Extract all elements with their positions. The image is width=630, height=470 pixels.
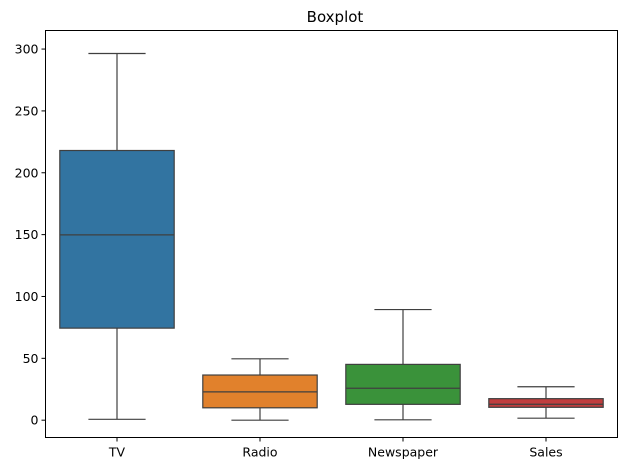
plot-area: TV Radio Newspaper Sales 0 50 100 150 200 250 300 (15, 30, 618, 460)
iqr-box (59, 149, 175, 329)
y-tick-label: 200 (15, 165, 39, 180)
chart-title: Boxplot (307, 8, 364, 26)
y-tick-label: 50 (23, 351, 39, 366)
y-tick-label: 100 (15, 289, 39, 304)
x-tick-label: Radio (242, 445, 277, 460)
box-radio (202, 358, 318, 421)
y-tick-label: 0 (31, 413, 39, 428)
x-tick-label: TV (108, 445, 126, 460)
y-tick-label: 250 (15, 103, 39, 118)
box-newspaper (345, 308, 461, 421)
iqr-box (488, 398, 604, 408)
x-tick-label: Sales (529, 445, 562, 460)
box-tv (59, 52, 175, 420)
x-tick-label: Newspaper (368, 445, 439, 460)
y-tick-label: 150 (15, 227, 39, 242)
axes-frame (45, 30, 618, 438)
y-tick-label: 300 (15, 42, 39, 57)
box-sales (488, 386, 604, 419)
iqr-box (345, 363, 461, 405)
